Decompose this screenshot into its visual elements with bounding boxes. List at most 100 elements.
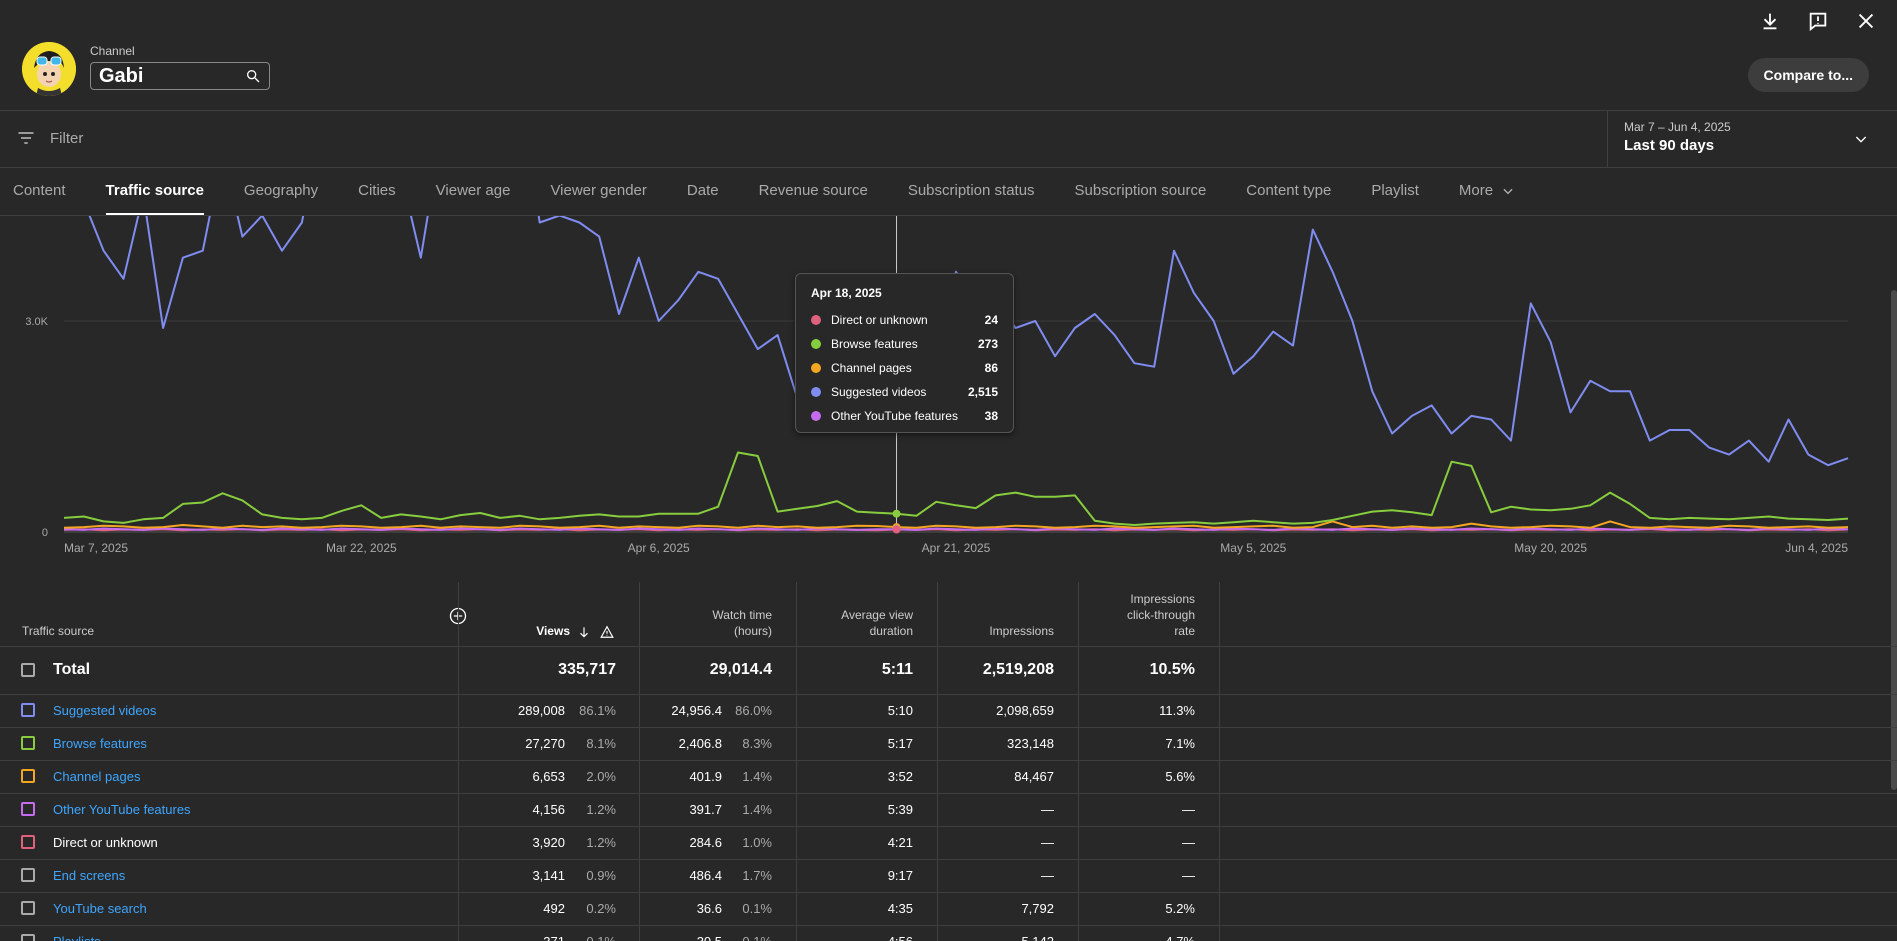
date-range-label: Last 90 days [1624, 137, 1715, 154]
total-label: Total [53, 661, 91, 678]
header-traffic-source[interactable]: Traffic source [22, 624, 95, 638]
avg-view-duration-value: 5:10 [887, 703, 913, 718]
total-row: Total 335,717 29,014.4 5:11 2,519,208 10… [0, 646, 1897, 695]
watch-time-percent: 1.0% [742, 835, 772, 850]
header-divider [0, 110, 1897, 111]
warning-icon[interactable] [600, 625, 614, 639]
sort-down-icon[interactable] [577, 625, 591, 639]
traffic-source-link[interactable]: Playlists [53, 934, 101, 941]
chevron-down-icon [1503, 188, 1513, 195]
views-value: 289,008 [518, 703, 565, 718]
views-value: 27,270 [525, 736, 565, 751]
views-percent: 0.9% [586, 868, 616, 883]
tab-viewer-gender[interactable]: Viewer gender [550, 182, 647, 199]
header-ctr-line3: rate [1174, 624, 1195, 638]
filter-icon[interactable] [16, 128, 36, 148]
filter-bar[interactable]: Filter [16, 128, 83, 148]
y-tick-label: 3.0K [25, 316, 48, 328]
tab-cities[interactable]: Cities [358, 182, 396, 199]
tab-content-type[interactable]: Content type [1246, 182, 1332, 199]
total-checkbox[interactable] [21, 663, 35, 677]
row-checkbox[interactable] [21, 934, 35, 941]
watch-time-value: 284.6 [689, 835, 722, 850]
tooltip-row-value: 2,515 [967, 385, 998, 399]
tooltip-row-value: 24 [984, 313, 998, 327]
table-header-row: Traffic source Views Watch time (hours) A… [0, 582, 1897, 647]
tab-content[interactable]: Content [13, 182, 66, 199]
avg-view-duration-value: 3:52 [887, 769, 913, 784]
x-tick-label: Jun 4, 2025 [1785, 541, 1848, 555]
row-checkbox[interactable] [21, 868, 35, 882]
header-views[interactable]: Views [536, 624, 570, 638]
compare-button[interactable]: Compare to... [1747, 58, 1869, 92]
row-checkbox[interactable] [21, 736, 35, 750]
feedback-icon[interactable] [1807, 10, 1829, 32]
header-ctr[interactable]: Impressions click-through rate [1080, 591, 1195, 639]
avg-view-duration-value: 4:21 [887, 835, 913, 850]
traffic-source-link[interactable]: YouTube search [53, 901, 147, 916]
header-avg-view-duration[interactable]: Average view duration [800, 607, 913, 639]
traffic-source-link[interactable]: Browse features [53, 736, 147, 751]
series-line-browse-features[interactable] [63, 451, 1849, 526]
impressions-value: — [1041, 835, 1054, 850]
filter-placeholder[interactable]: Filter [50, 129, 84, 147]
views-value: 492 [543, 901, 565, 916]
traffic-source-link[interactable]: Suggested videos [53, 703, 157, 718]
series-line-other-youtube-features[interactable] [63, 527, 1849, 531]
watch-time-value: 30.5 [640, 934, 722, 941]
tab-date[interactable]: Date [686, 182, 719, 199]
header-impressions[interactable]: Impressions [989, 624, 1054, 638]
tab-traffic-source[interactable]: Traffic source [105, 168, 205, 216]
traffic-table: Traffic source Views Watch time (hours) A… [0, 582, 1897, 941]
channel-selector: Channel Gabi [22, 42, 270, 96]
row-checkbox[interactable] [21, 835, 35, 849]
traffic-source-link[interactable]: Channel pages [53, 769, 141, 784]
tab-geography[interactable]: Geography [243, 182, 319, 199]
series-line-channel-pages[interactable] [63, 520, 1849, 529]
date-range-text: Mar 7 – Jun 4, 2025 [1624, 120, 1731, 134]
table-row: Other YouTube features 4,156 1.2% 391.7 1.4%… [0, 793, 1897, 827]
row-checkbox[interactable] [21, 901, 35, 915]
tab-viewer-age[interactable]: Viewer age [435, 182, 511, 199]
tooltip-row: Browse features 273 [811, 332, 998, 356]
search-icon[interactable] [245, 68, 261, 84]
tooltip-row-value: 273 [977, 337, 998, 351]
views-value: 3,141 [532, 868, 565, 883]
close-icon[interactable] [1855, 10, 1877, 32]
row-checkbox[interactable] [21, 769, 35, 783]
header-watch-time-line1: Watch time [712, 608, 772, 622]
total-views: 335,717 [558, 661, 616, 678]
total-watch-time: 29,014.4 [709, 661, 772, 678]
row-checkbox[interactable] [21, 802, 35, 816]
views-percent: 0.1% [570, 934, 616, 941]
tooltip-date: Apr 18, 2025 [811, 286, 882, 300]
x-tick-label: Apr 6, 2025 [628, 541, 690, 555]
tab-revenue-source[interactable]: Revenue source [758, 182, 868, 199]
impressions-value: 84,467 [1014, 769, 1054, 784]
chevron-down-icon[interactable] [1853, 131, 1869, 147]
header-watch-time[interactable]: Watch time (hours) [660, 607, 772, 639]
views-value: 6,653 [532, 769, 565, 784]
legend-dot [811, 387, 821, 397]
watch-time-value: 401.9 [689, 769, 722, 784]
series-line-suggested-videos[interactable] [64, 216, 1849, 467]
tab-subscription-status[interactable]: Subscription status [907, 182, 1035, 199]
traffic-source-link[interactable]: Other YouTube features [53, 802, 191, 817]
window-actions [1759, 10, 1877, 32]
channel-search-field[interactable]: Gabi [90, 62, 270, 90]
download-icon[interactable] [1759, 10, 1781, 32]
row-checkbox[interactable] [21, 703, 35, 717]
legend-dot [811, 339, 821, 349]
date-range-selector[interactable]: Mar 7 – Jun 4, 2025 Last 90 days [1607, 111, 1897, 167]
tab-playlist[interactable]: Playlist [1371, 182, 1419, 199]
tab-more[interactable]: More [1459, 168, 1515, 216]
tab-subscription-source[interactable]: Subscription source [1074, 182, 1207, 199]
scrollbar[interactable] [1891, 290, 1897, 790]
avg-view-duration-value: 5:39 [887, 802, 913, 817]
traffic-source-link[interactable]: End screens [53, 868, 126, 883]
channel-name[interactable]: Gabi [99, 64, 144, 87]
ctr-value: — [1182, 835, 1195, 850]
avg-view-duration-value: 4:56 [800, 934, 913, 941]
